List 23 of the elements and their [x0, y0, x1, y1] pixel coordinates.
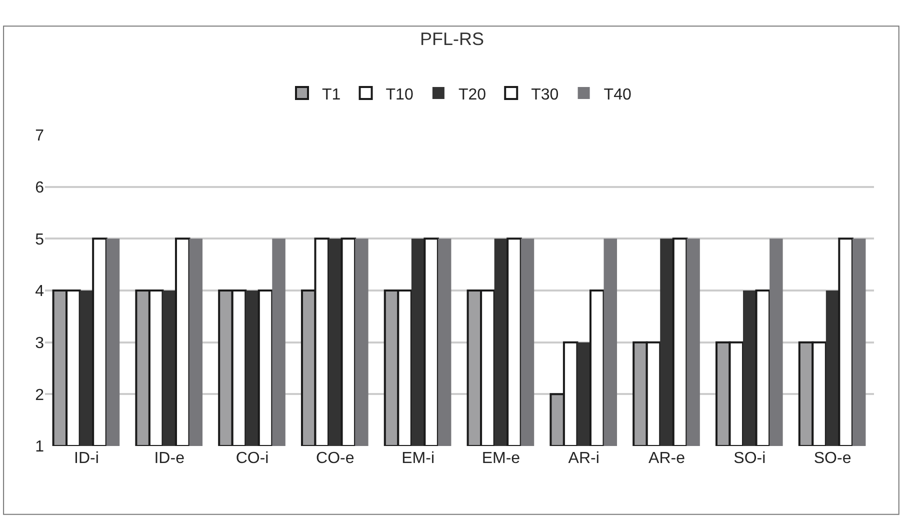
x-tick-label: AR-e [648, 450, 686, 467]
x-tick-label: CO-e [316, 450, 354, 467]
y-tick-label: 5 [35, 231, 44, 248]
chart-title: PFL-RS [420, 29, 484, 49]
y-tick-label: 3 [35, 334, 44, 352]
y-tick-label: 7 [35, 128, 44, 145]
y-tick-label: 4 [35, 283, 44, 300]
legend-label: T40 [604, 86, 632, 104]
x-tick-label: EM-i [402, 450, 434, 467]
x-tick-label: ID-i [74, 450, 99, 467]
x-tick-label: ID-e [154, 450, 185, 467]
legend-label: T20 [458, 86, 486, 104]
legend-label: T1 [322, 86, 341, 104]
y-tick-label: 1 [35, 438, 44, 456]
y-tick-label: 2 [35, 386, 44, 404]
x-tick-label: AR-i [568, 450, 600, 467]
x-tick-label: SO-e [814, 450, 852, 467]
x-tick-label: EM-e [482, 450, 520, 467]
x-tick-label: CO-i [236, 450, 269, 467]
y-tick-label: 6 [35, 179, 44, 196]
legend-label: T30 [531, 86, 559, 104]
x-tick-label: SO-i [734, 450, 766, 467]
legend-label: T10 [386, 86, 414, 104]
